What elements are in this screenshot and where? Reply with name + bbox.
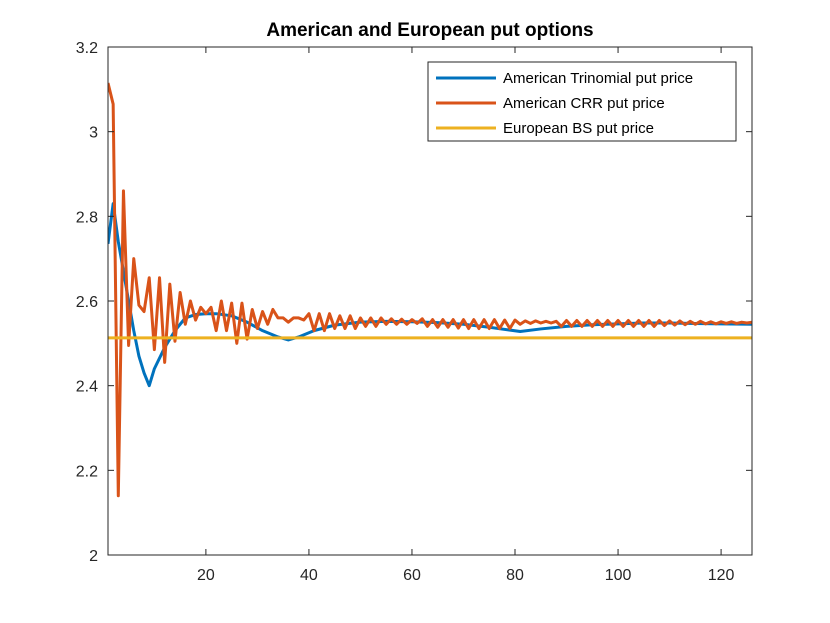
- y-tick-label: 2: [89, 548, 98, 565]
- legend-label-american-crr: American CRR put price: [503, 95, 665, 112]
- x-tick-label: 80: [506, 567, 524, 584]
- legend-label-american-trinomial: American Trinomial put price: [503, 70, 693, 87]
- y-tick-label: 2.6: [76, 294, 98, 311]
- legend: American Trinomial put price American CR…: [427, 61, 737, 142]
- x-tick-label: 40: [300, 567, 318, 584]
- legend-label-european-bs: European BS put price: [503, 120, 654, 137]
- series-layer: [108, 82, 752, 498]
- y-tick-label: 3.2: [76, 40, 98, 57]
- x-tick-label: 120: [708, 567, 735, 584]
- x-tick-label: 20: [197, 567, 215, 584]
- y-tick-label: 2.4: [76, 379, 98, 396]
- axis-layer: 20 40 60 80 100 120 2 2.2 2.4 2.6 2.8 3 3.2: [76, 40, 752, 584]
- y-tick-label: 2.2: [76, 463, 98, 480]
- chart-title: American and European put options: [266, 20, 593, 41]
- y-tick-label: 2.8: [76, 209, 98, 226]
- x-tick-label: 100: [605, 567, 632, 584]
- y-tick-label: 3: [89, 125, 98, 142]
- series-line-american-crr-put-price: [108, 82, 752, 498]
- x-tick-label: 60: [403, 567, 421, 584]
